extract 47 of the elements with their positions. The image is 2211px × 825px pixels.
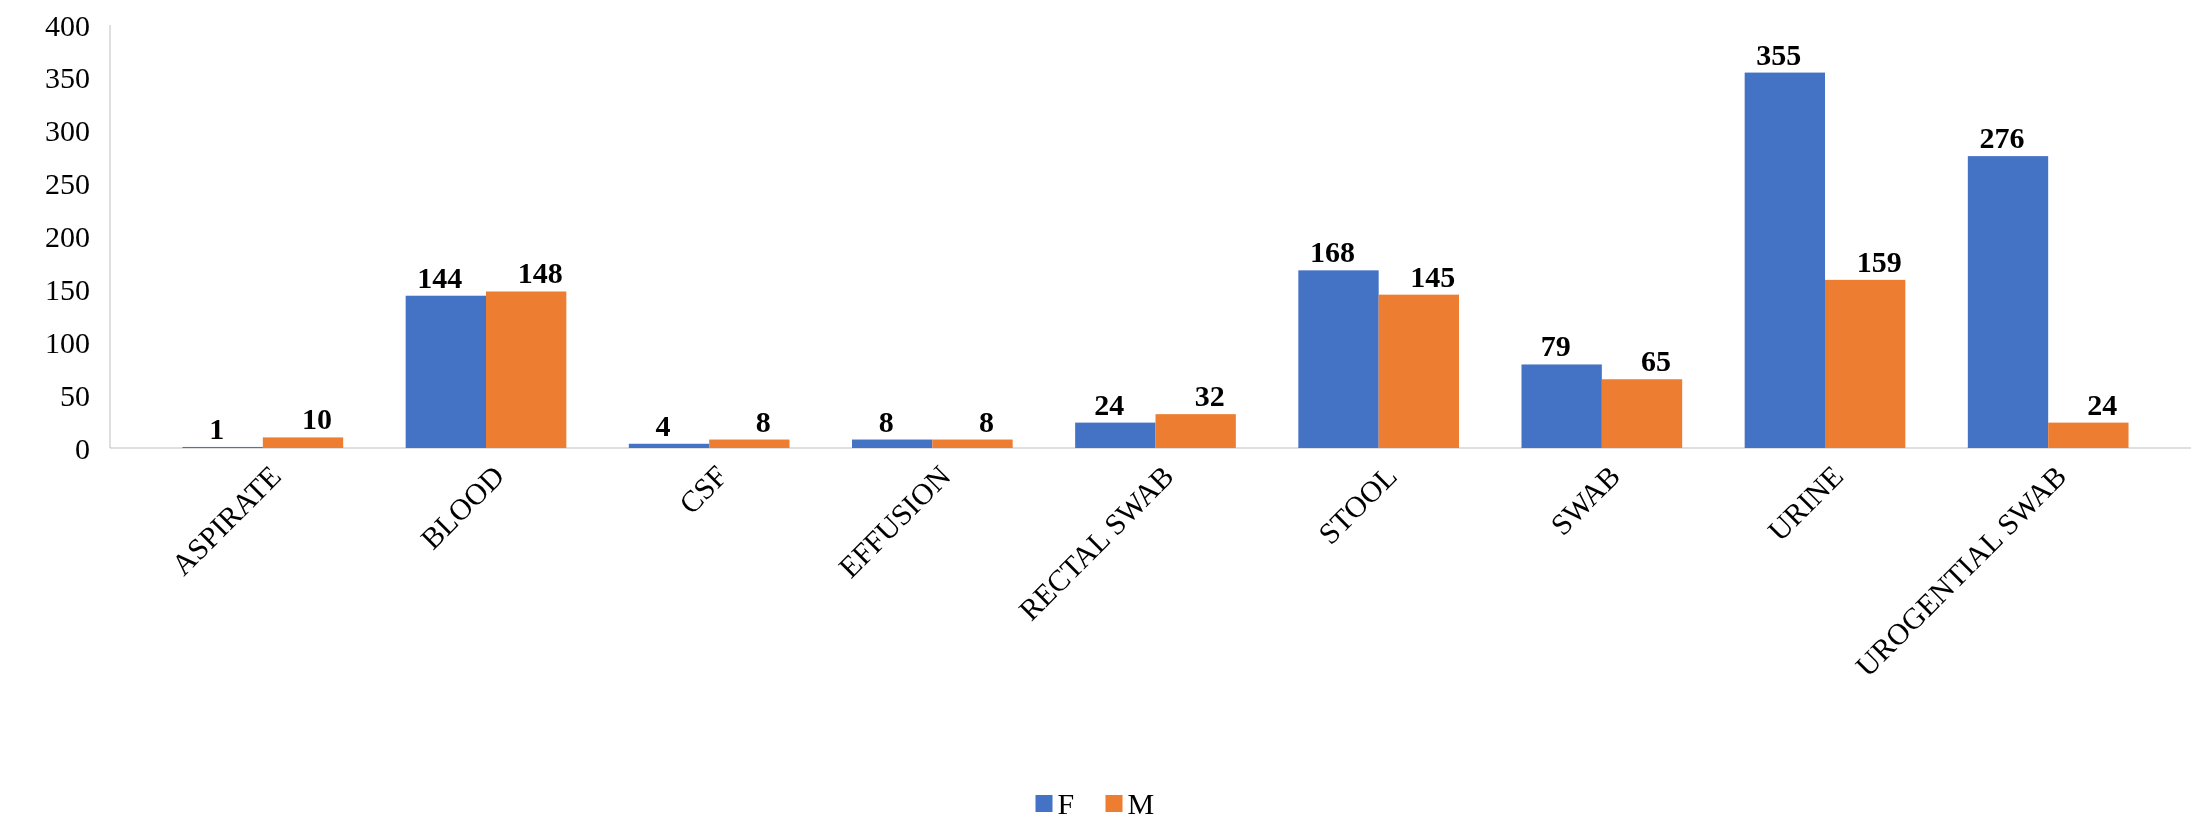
y-tick-label: 300 xyxy=(45,114,90,148)
data-label: 10 xyxy=(302,402,332,436)
bar xyxy=(1967,156,2049,448)
bar xyxy=(1521,364,1602,448)
y-tick-label: 50 xyxy=(60,378,90,412)
bar xyxy=(932,439,1013,448)
bar xyxy=(709,439,790,448)
data-label: 24 xyxy=(2087,387,2118,421)
data-label: 168 xyxy=(1310,235,1355,269)
bar xyxy=(1378,294,1460,448)
bar xyxy=(628,443,710,448)
data-label: 159 xyxy=(1856,244,1902,278)
legend-label: F xyxy=(1057,786,1075,820)
data-label: 32 xyxy=(1194,379,1225,413)
y-tick-label: 200 xyxy=(45,220,90,253)
data-label: 8 xyxy=(878,404,894,438)
data-label: 1 xyxy=(209,411,225,445)
bar xyxy=(851,439,933,448)
bar xyxy=(405,295,486,448)
bar xyxy=(1825,279,1906,448)
data-label: 144 xyxy=(417,260,463,294)
data-label: 148 xyxy=(517,256,563,290)
data-label: 145 xyxy=(1410,259,1456,293)
y-tick-label: 150 xyxy=(45,272,90,306)
bar xyxy=(1075,422,1156,448)
bar xyxy=(486,291,567,448)
bar xyxy=(1298,270,1379,448)
data-label: 4 xyxy=(655,408,671,442)
bar xyxy=(1601,379,1683,448)
bar xyxy=(1155,414,1236,448)
data-label: 276 xyxy=(1979,121,2025,155)
bar xyxy=(262,437,344,448)
data-label: 65 xyxy=(1641,344,1672,378)
data-label: 79 xyxy=(1540,329,1571,363)
data-label: 8 xyxy=(979,404,994,438)
data-label: 24 xyxy=(1094,387,1125,421)
y-tick-label: 100 xyxy=(45,325,90,359)
y-tick-label: 400 xyxy=(45,8,90,42)
data-label: 355 xyxy=(1756,37,1802,71)
bar xyxy=(2048,422,2129,448)
bar xyxy=(1744,72,1825,448)
y-tick-label: 350 xyxy=(45,61,90,95)
x-tick-label: CSF xyxy=(672,458,734,520)
legend-label: M xyxy=(1127,786,1155,820)
y-tick-label: 250 xyxy=(45,167,90,201)
data-label: 8 xyxy=(755,404,771,438)
y-tick-label: 0 xyxy=(75,431,90,465)
